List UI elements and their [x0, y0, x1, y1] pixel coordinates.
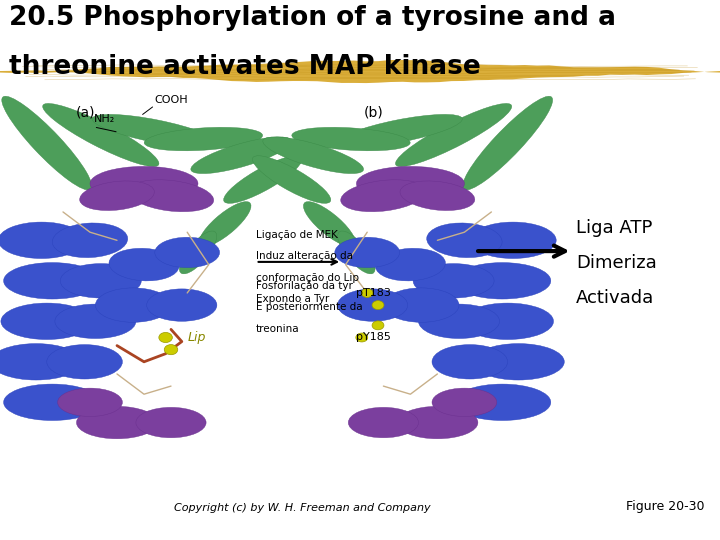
Text: threonine activates MAP kinase: threonine activates MAP kinase [9, 54, 481, 80]
Ellipse shape [397, 407, 478, 438]
Ellipse shape [375, 248, 446, 281]
Ellipse shape [1, 96, 92, 190]
Polygon shape [0, 60, 720, 83]
Ellipse shape [337, 114, 462, 147]
Ellipse shape [0, 343, 82, 380]
Text: Copyright (c) by W. H. Freeman and Company: Copyright (c) by W. H. Freeman and Compa… [174, 503, 431, 513]
Ellipse shape [60, 264, 141, 298]
Ellipse shape [109, 248, 179, 281]
Ellipse shape [4, 262, 101, 299]
Ellipse shape [224, 156, 302, 204]
Ellipse shape [372, 301, 384, 309]
Text: Expondo a Tyr: Expondo a Tyr [256, 294, 329, 305]
Ellipse shape [400, 181, 474, 211]
Ellipse shape [338, 289, 408, 321]
Ellipse shape [303, 201, 356, 247]
Text: (b): (b) [364, 105, 383, 119]
Text: E posteriormente da: E posteriormente da [256, 302, 362, 313]
Ellipse shape [159, 333, 172, 342]
Text: pT183: pT183 [356, 288, 391, 298]
Ellipse shape [338, 231, 375, 274]
Ellipse shape [361, 288, 373, 298]
Ellipse shape [90, 166, 198, 201]
Ellipse shape [53, 223, 127, 258]
Ellipse shape [0, 222, 85, 259]
Text: pY185: pY185 [356, 333, 391, 342]
Ellipse shape [147, 289, 217, 321]
Text: 20.5 Phosphorylation of a tyrosine and a: 20.5 Phosphorylation of a tyrosine and a [9, 5, 616, 31]
Ellipse shape [58, 388, 122, 416]
Ellipse shape [335, 237, 400, 268]
Text: (a): (a) [76, 105, 95, 119]
Ellipse shape [462, 96, 553, 190]
Text: Induz alteração da: Induz alteração da [256, 251, 353, 261]
Text: treonina: treonina [256, 324, 300, 334]
Text: Liga ATP: Liga ATP [576, 219, 652, 237]
Ellipse shape [383, 288, 459, 322]
Ellipse shape [372, 321, 384, 330]
Ellipse shape [462, 303, 554, 340]
Ellipse shape [199, 201, 251, 247]
Text: NH₂: NH₂ [94, 114, 115, 124]
Ellipse shape [454, 384, 551, 421]
Text: Lip: Lip [187, 331, 206, 344]
Ellipse shape [432, 388, 497, 416]
Ellipse shape [95, 288, 171, 322]
Ellipse shape [179, 231, 217, 274]
Ellipse shape [47, 345, 122, 379]
Ellipse shape [418, 304, 500, 339]
Ellipse shape [92, 114, 217, 147]
Ellipse shape [136, 407, 206, 438]
Text: Dimeriza: Dimeriza [576, 254, 657, 272]
Ellipse shape [55, 304, 136, 339]
Ellipse shape [348, 407, 418, 438]
Ellipse shape [76, 407, 158, 438]
Ellipse shape [395, 104, 512, 166]
Ellipse shape [454, 262, 551, 299]
Ellipse shape [413, 264, 494, 298]
Text: Ligação de MEK: Ligação de MEK [256, 230, 338, 240]
Ellipse shape [155, 237, 220, 268]
Ellipse shape [1, 303, 93, 340]
Text: Figure 20-30: Figure 20-30 [626, 500, 705, 513]
Ellipse shape [469, 222, 556, 259]
Ellipse shape [427, 223, 502, 258]
Ellipse shape [4, 384, 101, 421]
Ellipse shape [292, 127, 410, 151]
Ellipse shape [341, 180, 426, 212]
Ellipse shape [356, 333, 368, 342]
Ellipse shape [263, 137, 364, 173]
Text: conformação do Lip: conformação do Lip [256, 273, 359, 283]
Text: COOH: COOH [155, 95, 189, 105]
Ellipse shape [356, 166, 464, 201]
Text: Fosforilação da tyr: Fosforilação da tyr [256, 281, 353, 291]
Ellipse shape [191, 137, 292, 173]
Ellipse shape [253, 156, 330, 204]
Ellipse shape [144, 127, 263, 151]
Ellipse shape [128, 180, 214, 212]
Ellipse shape [432, 345, 508, 379]
Text: Activada: Activada [576, 289, 654, 307]
Ellipse shape [80, 181, 154, 211]
Ellipse shape [164, 345, 178, 355]
Ellipse shape [42, 104, 159, 166]
Ellipse shape [472, 343, 564, 380]
